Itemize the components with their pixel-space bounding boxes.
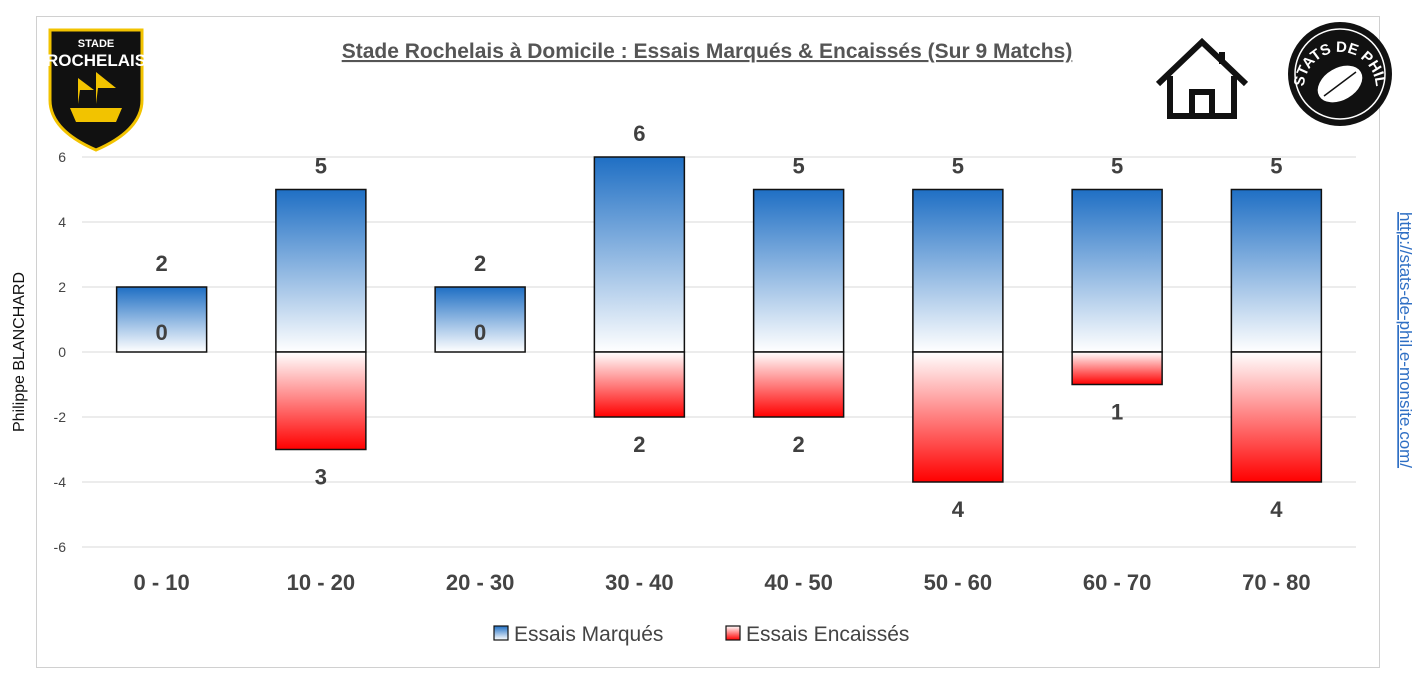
label-essais-marques: 5 [1111,154,1123,179]
y-tick-label: -6 [54,539,67,555]
label-essais-marques: 6 [633,121,645,146]
bar-essais-encaisses [912,351,1004,483]
bar-essais-encaisses [1071,351,1163,386]
label-essais-encaisses: 3 [315,465,327,490]
chart-title: Stade Rochelais à Domicile : Essais Marq… [342,40,1073,63]
stade-rochelais-logo: STADE ROCHELAIS [46,28,146,152]
legend-label-encaisses: Essais Encaissés [746,623,909,646]
y-tick-label: 0 [58,344,66,360]
bar-essais-encaisses [593,351,686,418]
y-axis-ticks: 6 4 2 0 -2 -4 -6 [54,149,67,555]
bar-essais-marques [1230,188,1323,353]
legend-label-marques: Essais Marqués [514,623,663,646]
bar-essais-marques [275,188,367,353]
bar-essais-encaisses [752,351,845,418]
legend-swatch-encaisses [725,625,741,641]
x-category-label: 60 - 70 [1083,570,1152,595]
x-category-label: 0 - 10 [133,570,189,595]
label-essais-encaisses: 4 [1270,497,1283,522]
label-essais-encaisses: 0 [474,320,486,345]
label-essais-marques: 5 [1270,154,1282,179]
y-tick-label: 4 [58,214,66,230]
x-category-label: 50 - 60 [924,570,993,595]
x-axis-categories: 0 - 10 10 - 20 20 - 30 30 - 40 40 - 50 50 - 6… [133,570,1310,595]
data-labels: 2 0 5 3 2 0 6 2 5 2 5 4 5 1 5 4 [156,121,1284,522]
bar-essais-marques [752,188,845,353]
chart-frame [36,16,1380,668]
bar-essais-marques [593,156,686,353]
logo-text-rochelais: ROCHELAIS [46,51,146,70]
x-category-label: 10 - 20 [287,570,356,595]
house-icon [1155,37,1249,119]
label-essais-marques: 5 [793,154,805,179]
bar-essais-marques [912,188,1004,353]
logo-text-stade: STADE [78,38,114,50]
author-credit: Philippe BLANCHARD [11,272,28,432]
label-essais-encaisses: 2 [793,432,805,457]
x-category-label: 30 - 40 [605,570,674,595]
legend-swatch-marques [493,625,509,641]
legend: Essais Marqués Essais Encaissés [493,623,909,646]
x-category-label: 40 - 50 [764,570,833,595]
y-tick-label: -2 [54,409,67,425]
bar-essais-encaisses [275,351,367,451]
ship-icon [70,72,122,122]
gridlines [82,156,1356,548]
label-essais-marques: 2 [474,251,486,276]
label-essais-encaisses: 1 [1111,400,1123,425]
bar-essais-marques [1071,188,1163,353]
label-essais-marques: 2 [156,251,168,276]
y-tick-label: 6 [58,149,66,165]
bar-essais-marques [115,286,208,353]
bars [115,156,1323,483]
label-essais-encaisses: 0 [156,320,168,345]
website-link[interactable]: http://stats-de-phil.e-monsite.com/ [1396,212,1415,468]
y-tick-label: -4 [54,474,67,490]
label-essais-encaisses: 2 [633,432,645,457]
x-category-label: 70 - 80 [1242,570,1311,595]
label-essais-marques: 5 [952,154,964,179]
bar-essais-encaisses [1230,351,1323,483]
x-category-label: 20 - 30 [446,570,515,595]
bar-essais-marques [434,286,526,353]
label-essais-marques: 5 [315,154,327,179]
label-essais-encaisses: 4 [952,497,965,522]
y-tick-label: 2 [58,279,66,295]
stats-de-phil-stamp: STATS DE PHIL [1288,22,1392,126]
